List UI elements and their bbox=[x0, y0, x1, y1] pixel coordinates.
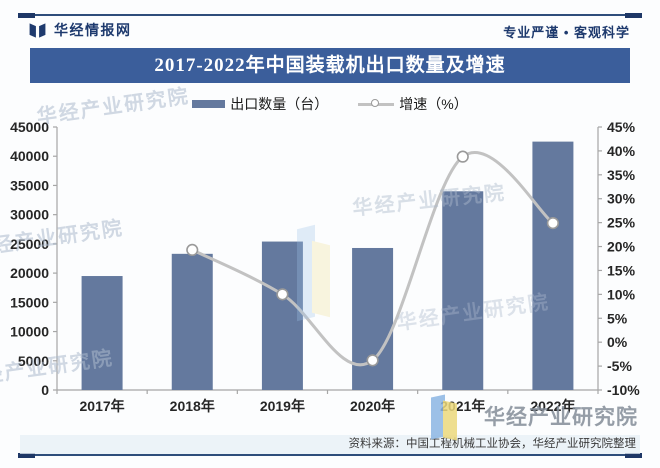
left-axis-label: 15000 bbox=[10, 294, 49, 310]
growth-marker bbox=[366, 354, 379, 367]
top-divider bbox=[18, 12, 642, 18]
x-axis-label: 2022年 bbox=[530, 398, 575, 414]
right-axis-label: 40% bbox=[607, 143, 636, 159]
right-axis-label: 5% bbox=[607, 310, 628, 326]
bar-2018年 bbox=[171, 253, 213, 390]
growth-marker bbox=[276, 288, 289, 301]
left-axis-label: 0 bbox=[41, 382, 49, 398]
x-axis-label: 2017年 bbox=[80, 398, 125, 414]
left-axis-label: 25000 bbox=[10, 236, 49, 252]
divider-endcap bbox=[625, 452, 642, 458]
bar-series-swatch-icon bbox=[192, 100, 226, 108]
growth-line bbox=[190, 151, 555, 367]
left-axis-label: 35000 bbox=[10, 177, 49, 193]
right-axis-label: -10% bbox=[607, 382, 640, 398]
x-axis-label: 2018年 bbox=[170, 398, 215, 414]
right-axis-label: 0% bbox=[607, 334, 628, 350]
bar-2022年 bbox=[532, 141, 574, 390]
growth-marker bbox=[186, 243, 199, 256]
chart-title-banner: 2017-2022年中国装载机出口数量及增速 bbox=[30, 48, 630, 83]
right-axis-label: 10% bbox=[607, 286, 636, 302]
divider-endcap bbox=[625, 12, 642, 18]
source-text: 资料来源：中国工程机械工业协会，华经产业研究院整理 bbox=[348, 438, 637, 450]
divider-endcap bbox=[18, 452, 35, 458]
chart-title: 2017-2022年中国装载机出口数量及增速 bbox=[154, 55, 506, 76]
legend-item-exports: 出口数量（台） bbox=[192, 94, 328, 114]
legend-item-growth: 增速（%） bbox=[358, 94, 468, 114]
right-axis-label: -5% bbox=[607, 358, 632, 374]
right-axis-label: 25% bbox=[607, 215, 636, 231]
export-chart: 0 5000 10000 15000 20000 25000 30000 35000 40000… bbox=[10, 119, 640, 414]
bar-2019年 bbox=[261, 241, 303, 390]
x-axis-label: 2021年 bbox=[440, 398, 485, 414]
x-axis-label: 2020年 bbox=[350, 398, 395, 414]
bar-2020年 bbox=[352, 247, 394, 390]
source-band: 资料来源：中国工程机械工业协会，华经产业研究院整理 bbox=[20, 435, 640, 454]
brand-name: 华经情报网 bbox=[54, 22, 132, 38]
left-axis-label: 40000 bbox=[10, 148, 49, 164]
left-axis-label: 45000 bbox=[10, 119, 49, 135]
growth-marker bbox=[546, 217, 560, 230]
left-axis-label: 5000 bbox=[18, 353, 49, 369]
brand: 华经情报网 bbox=[28, 20, 132, 40]
right-axis-label: 35% bbox=[607, 167, 636, 183]
right-axis-label: 20% bbox=[607, 239, 636, 255]
divider-endcap bbox=[18, 12, 35, 18]
left-axis-label: 30000 bbox=[10, 207, 49, 223]
right-axis-label: 45% bbox=[607, 119, 636, 135]
header-slogan: 专业严谨 • 客观科学 bbox=[503, 25, 630, 40]
legend-label-exports: 出口数量（台） bbox=[230, 96, 329, 112]
left-axis-label: 20000 bbox=[10, 265, 49, 281]
legend-label-growth: 增速（%） bbox=[399, 96, 468, 112]
x-axis-label: 2019年 bbox=[260, 398, 305, 414]
brand-logo-icon bbox=[28, 22, 47, 39]
bar-2021年 bbox=[442, 191, 484, 390]
growth-marker bbox=[456, 150, 469, 163]
bar-2017年 bbox=[81, 276, 123, 390]
right-axis-label: 15% bbox=[607, 262, 636, 278]
left-axis-label: 10000 bbox=[10, 324, 49, 340]
chart-legend: 出口数量（台） 增速（%） bbox=[0, 94, 660, 114]
right-axis-label: 30% bbox=[607, 191, 636, 207]
line-series-swatch-icon bbox=[358, 98, 395, 107]
bottom-divider bbox=[18, 452, 642, 458]
